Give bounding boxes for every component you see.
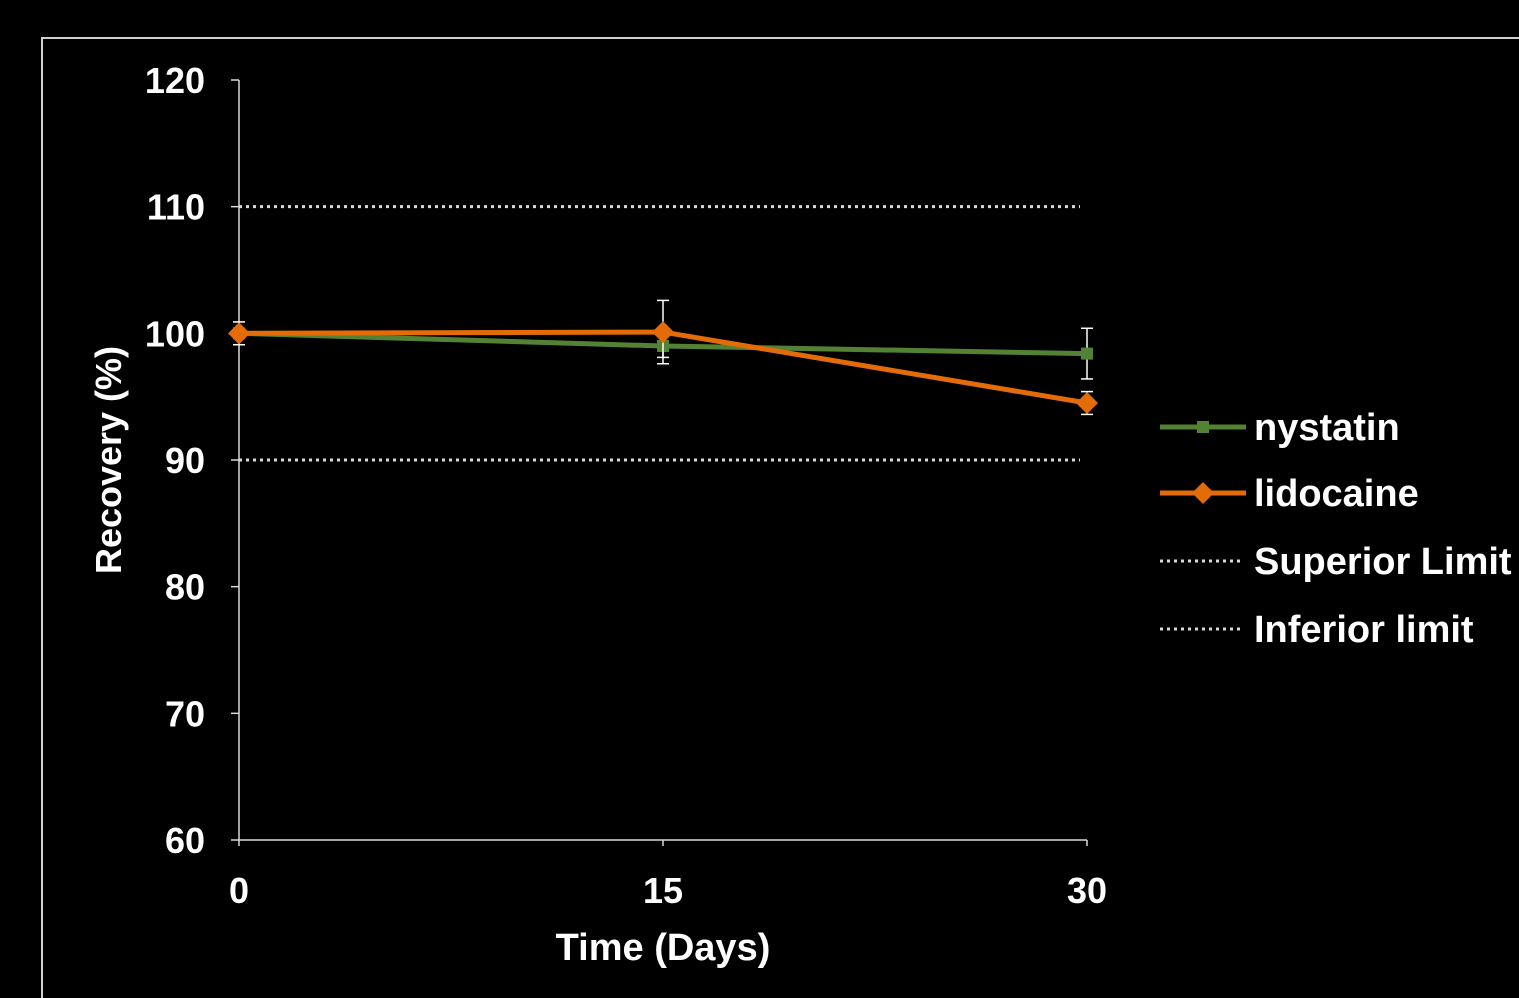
y-tick-label: 110	[147, 187, 205, 228]
x-tick-label: 0	[229, 870, 249, 911]
legend-marker-lidocaine	[1192, 482, 1214, 504]
legend-marker-nystatin	[1197, 421, 1209, 433]
series-lidocaine	[228, 299, 1098, 416]
y-ticks: 60 70 80 90 100 110 120	[145, 60, 239, 861]
y-tick-label: 70	[165, 693, 205, 734]
y-tick-label: 100	[145, 313, 205, 354]
data-point-lidocaine	[652, 321, 674, 344]
y-tick-label: 60	[165, 820, 205, 861]
legend-label-nystatin: nystatin	[1254, 407, 1400, 449]
data-point-lidocaine	[228, 322, 250, 345]
x-tick-label: 15	[643, 870, 683, 911]
legend: nystatin lidocaine Superior Limit Inferior …	[1160, 407, 1512, 651]
legend-label-superior-limit: Superior Limit	[1254, 541, 1512, 583]
series-layer	[228, 299, 1098, 416]
data-point-nystatin	[1081, 347, 1093, 360]
y-axis-label: Recovery (%)	[88, 346, 129, 574]
legend-label-inferior-limit: Inferior limit	[1254, 609, 1474, 651]
legend-label-lidocaine: lidocaine	[1254, 473, 1419, 515]
y-tick-label: 90	[165, 440, 205, 481]
data-point-lidocaine	[1076, 392, 1098, 414]
x-ticks: 0 15 30	[229, 840, 1107, 911]
reference-lines	[239, 205, 1080, 462]
x-tick-label: 30	[1067, 870, 1107, 911]
y-tick-label: 120	[145, 60, 205, 101]
chart-frame	[41, 37, 1519, 998]
x-axis-label: Time (Days)	[556, 927, 771, 969]
y-tick-label: 80	[165, 567, 205, 608]
